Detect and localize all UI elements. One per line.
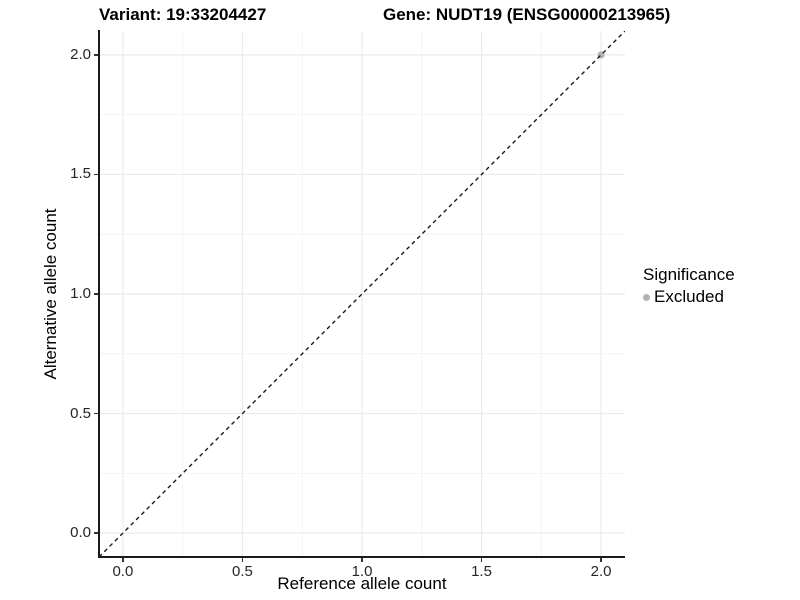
x-axis-tick <box>600 558 602 562</box>
y-axis-tick-label: 1.0 <box>70 285 91 302</box>
y-axis-tick-label: 0.5 <box>70 404 91 422</box>
plot-title-gene: Gene: NUDT19 (ENSG00000213965) <box>383 5 671 24</box>
y-axis-tick-label: 2.0 <box>70 45 91 63</box>
x-axis-tick-label: 1.0 <box>351 563 373 580</box>
legend-item: Excluded <box>643 287 735 307</box>
identity-line <box>99 31 625 557</box>
y-axis-tick <box>94 412 98 415</box>
y-axis-tick-label: 1.5 <box>70 165 91 183</box>
legend: Significance Excluded <box>643 265 735 307</box>
y-axis-tick <box>94 173 98 176</box>
x-axis-tick <box>480 558 483 562</box>
x-axis-title: Reference allele count <box>277 574 447 593</box>
x-axis-line <box>98 556 625 558</box>
x-axis-tick-label: 0.5 <box>232 563 253 580</box>
y-axis-title: Alternative allele count <box>41 208 60 380</box>
x-axis-tick <box>241 558 244 562</box>
y-axis-tick <box>94 293 98 295</box>
y-axis-tick-label: 0.0 <box>70 524 91 542</box>
legend-point-icon <box>643 293 650 301</box>
plot-panel <box>99 31 625 557</box>
plot-canvas <box>99 31 625 557</box>
legend-title: Significance <box>643 265 735 284</box>
plot-title-variant: Variant: 19:33204427 <box>99 5 267 24</box>
x-axis-tick-label: 2.0 <box>590 563 612 580</box>
x-axis-tick <box>361 558 363 562</box>
y-axis-tick <box>94 54 98 56</box>
y-axis-line <box>98 30 100 557</box>
y-axis-tick <box>94 532 98 534</box>
x-axis-tick-label: 1.5 <box>471 563 492 580</box>
x-axis-tick <box>122 558 124 562</box>
legend-item-label: Excluded <box>654 287 724 306</box>
x-axis-tick-label: 0.0 <box>112 563 134 580</box>
